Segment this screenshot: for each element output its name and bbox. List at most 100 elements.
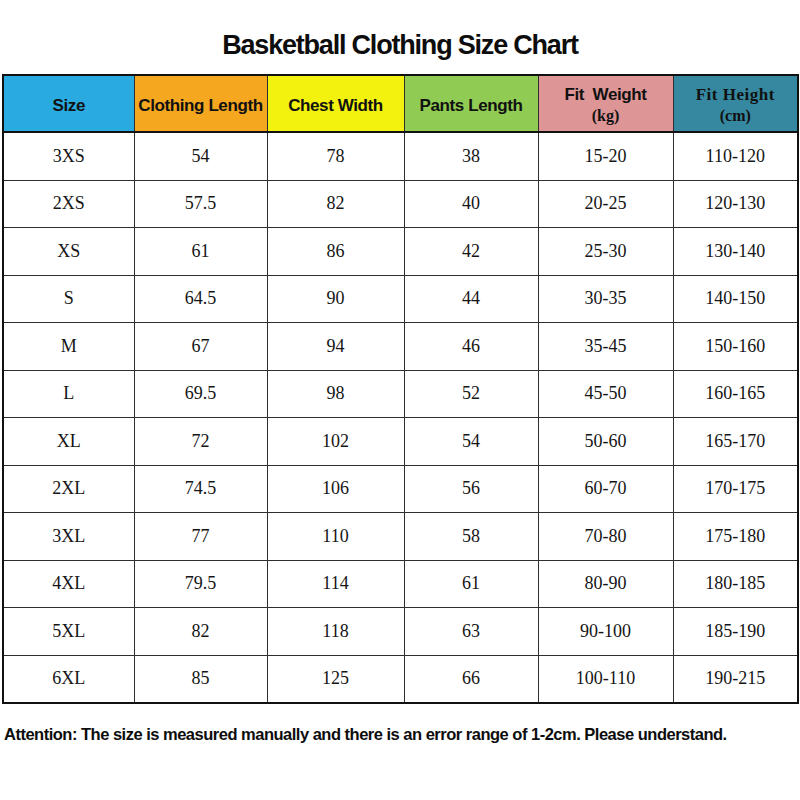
table-cell: 67 <box>134 323 267 371</box>
table-cell: 69.5 <box>134 370 267 418</box>
table-cell: 86 <box>267 228 404 276</box>
row-size-label: 6XL <box>3 655 134 703</box>
table-cell: 45-50 <box>538 370 673 418</box>
table-cell: 50-60 <box>538 418 673 466</box>
table-cell: 175-180 <box>673 513 798 561</box>
table-cell: 170-175 <box>673 465 798 513</box>
table-cell: 40 <box>404 180 538 228</box>
column-header-clothing-length: Clothing Length <box>134 75 267 132</box>
attention-note: Attention: The size is measured manually… <box>4 725 800 744</box>
table-cell: 106 <box>267 465 404 513</box>
table-cell: 56 <box>404 465 538 513</box>
column-header-fit-height-sub: (cm) <box>674 106 798 127</box>
table-cell: 102 <box>267 418 404 466</box>
row-size-label: M <box>3 323 134 371</box>
column-header-size-label: Size <box>4 91 134 116</box>
table-cell: 64.5 <box>134 275 267 323</box>
table-body: 3XS 54 78 38 15-20 110-120 2XS 57.5 82 4… <box>3 132 798 703</box>
table-cell: 118 <box>267 608 404 656</box>
table-cell: 90 <box>267 275 404 323</box>
table-row: L 69.5 98 52 45-50 160-165 <box>3 370 798 418</box>
row-size-label: 3XL <box>3 513 134 561</box>
table-cell: 82 <box>267 180 404 228</box>
table-cell: 150-160 <box>673 323 798 371</box>
size-chart-page: Basketball Clothing Size Chart Size Clot… <box>0 0 800 800</box>
table-cell: 30-35 <box>538 275 673 323</box>
table-cell: 52 <box>404 370 538 418</box>
row-size-label: 2XL <box>3 465 134 513</box>
row-size-label: 5XL <box>3 608 134 656</box>
table-cell: 78 <box>267 132 404 180</box>
row-size-label: 4XL <box>3 560 134 608</box>
row-size-label: 2XS <box>3 180 134 228</box>
table-cell: 98 <box>267 370 404 418</box>
table-cell: 90-100 <box>538 608 673 656</box>
table-row: 5XL 82 118 63 90-100 185-190 <box>3 608 798 656</box>
table-row: XS 61 86 42 25-30 130-140 <box>3 228 798 276</box>
table-cell: 35-45 <box>538 323 673 371</box>
chart-title: Basketball Clothing Size Chart <box>0 0 800 61</box>
table-row: 2XL 74.5 106 56 60-70 170-175 <box>3 465 798 513</box>
table-cell: 85 <box>134 655 267 703</box>
table-cell: 54 <box>404 418 538 466</box>
table-row: S 64.5 90 44 30-35 140-150 <box>3 275 798 323</box>
column-header-pants-length: Pants Length <box>404 75 538 132</box>
table-cell: 114 <box>267 560 404 608</box>
table-row: 2XS 57.5 82 40 20-25 120-130 <box>3 180 798 228</box>
table-cell: 72 <box>134 418 267 466</box>
table-cell: 42 <box>404 228 538 276</box>
table-header: Size Clothing Length Chest Width Pants L… <box>3 75 798 132</box>
table-row: 3XL 77 110 58 70-80 175-180 <box>3 513 798 561</box>
table-cell: 125 <box>267 655 404 703</box>
table-cell: 77 <box>134 513 267 561</box>
table-cell: 74.5 <box>134 465 267 513</box>
row-size-label: XL <box>3 418 134 466</box>
table-cell: 160-165 <box>673 370 798 418</box>
table-row: M 67 94 46 35-45 150-160 <box>3 323 798 371</box>
table-cell: 185-190 <box>673 608 798 656</box>
column-header-pants-length-label: Pants Length <box>405 91 538 116</box>
table-cell: 94 <box>267 323 404 371</box>
table-cell: 165-170 <box>673 418 798 466</box>
table-cell: 130-140 <box>673 228 798 276</box>
table-cell: 80-90 <box>538 560 673 608</box>
table-cell: 190-215 <box>673 655 798 703</box>
table-row: 4XL 79.5 114 61 80-90 180-185 <box>3 560 798 608</box>
table-cell: 60-70 <box>538 465 673 513</box>
table-cell: 20-25 <box>538 180 673 228</box>
table-cell: 44 <box>404 275 538 323</box>
table-cell: 25-30 <box>538 228 673 276</box>
table-cell: 38 <box>404 132 538 180</box>
column-header-fit-height-label: Fit Height <box>674 80 798 105</box>
table-cell: 58 <box>404 513 538 561</box>
column-header-fit-height: Fit Height (cm) <box>673 75 798 132</box>
row-size-label: XS <box>3 228 134 276</box>
table-cell: 66 <box>404 655 538 703</box>
row-size-label: 3XS <box>3 132 134 180</box>
table-row: XL 72 102 54 50-60 165-170 <box>3 418 798 466</box>
column-header-chest-width: Chest Width <box>267 75 404 132</box>
table-cell: 100-110 <box>538 655 673 703</box>
header-row: Size Clothing Length Chest Width Pants L… <box>3 75 798 132</box>
table-cell: 120-130 <box>673 180 798 228</box>
table-cell: 140-150 <box>673 275 798 323</box>
column-header-size: Size <box>3 75 134 132</box>
table-cell: 110-120 <box>673 132 798 180</box>
table-cell: 57.5 <box>134 180 267 228</box>
table-cell: 110 <box>267 513 404 561</box>
table-cell: 82 <box>134 608 267 656</box>
column-header-clothing-length-label: Clothing Length <box>135 91 267 116</box>
column-header-fit-weight: Fit Weight (kg) <box>538 75 673 132</box>
column-header-fit-weight-sub: (kg) <box>539 106 673 127</box>
table-cell: 63 <box>404 608 538 656</box>
table-row: 3XS 54 78 38 15-20 110-120 <box>3 132 798 180</box>
table-row: 6XL 85 125 66 100-110 190-215 <box>3 655 798 703</box>
table-cell: 61 <box>404 560 538 608</box>
table-cell: 70-80 <box>538 513 673 561</box>
table-cell: 180-185 <box>673 560 798 608</box>
table-cell: 46 <box>404 323 538 371</box>
row-size-label: S <box>3 275 134 323</box>
row-size-label: L <box>3 370 134 418</box>
table-cell: 15-20 <box>538 132 673 180</box>
column-header-chest-width-label: Chest Width <box>268 91 404 116</box>
